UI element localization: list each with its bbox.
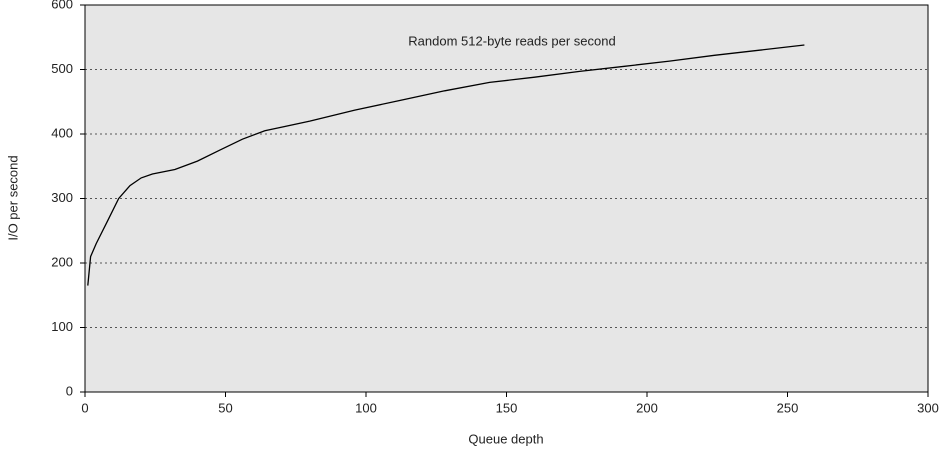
x-tick-label: 150 — [496, 400, 518, 415]
series-annotation: Random 512-byte reads per second — [408, 33, 615, 48]
plot-frame — [84, 4, 929, 393]
x-tick-label: 300 — [917, 400, 939, 415]
x-axis-label: Queue depth — [468, 431, 543, 446]
x-tick-label: 100 — [355, 400, 377, 415]
x-tick-label: 200 — [636, 400, 658, 415]
y-tick-label: 200 — [51, 254, 73, 269]
y-tick-label: 300 — [51, 190, 73, 205]
x-tick-label: 250 — [777, 400, 799, 415]
y-tick-label: 600 — [51, 0, 73, 11]
y-tick-label: 0 — [66, 383, 73, 398]
y-axis-label: I/O per second — [5, 155, 20, 240]
y-tick-label: 400 — [51, 125, 73, 140]
y-tick-label: 500 — [51, 61, 73, 76]
data-line — [87, 44, 805, 286]
x-tick-label: 50 — [218, 400, 232, 415]
y-tick-label: 100 — [51, 319, 73, 334]
x-tick-label: 0 — [81, 400, 88, 415]
